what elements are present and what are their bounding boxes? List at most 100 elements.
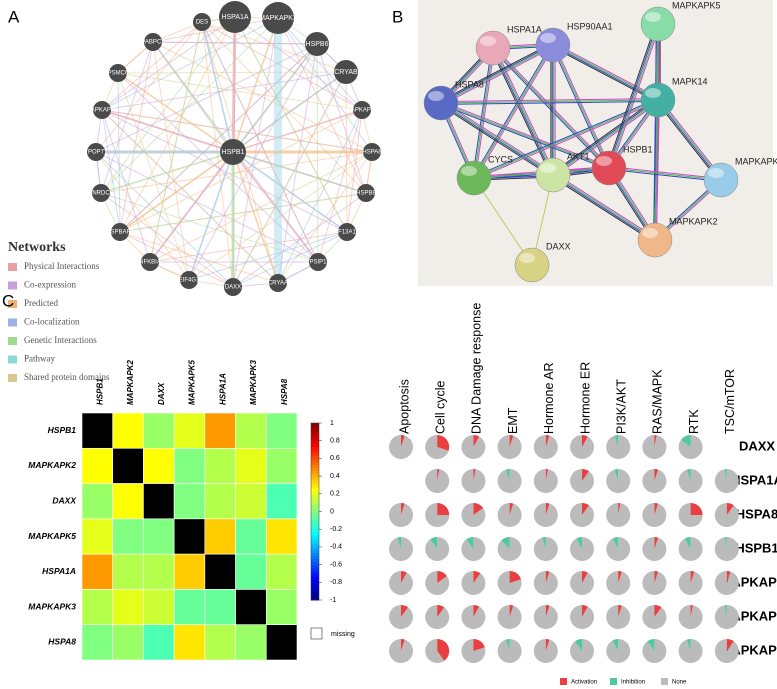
network-node — [637, 222, 673, 258]
edge — [440, 103, 553, 177]
heatmap-cell — [112, 483, 144, 520]
edge — [439, 104, 553, 178]
colorbar-segment — [311, 579, 319, 583]
heatmap-cell — [143, 412, 175, 449]
pie-slice — [726, 503, 734, 515]
edge — [440, 98, 658, 103]
heatmap-cell — [81, 518, 114, 555]
colorbar-segment — [311, 555, 319, 560]
row-label: MAPKAPK5 — [28, 531, 76, 541]
heatmap-cell — [235, 412, 267, 449]
network-node — [93, 101, 111, 119]
node-label: HSPA8 — [455, 79, 484, 89]
pie-slice — [497, 605, 522, 629]
node-label: F13A1 — [338, 230, 356, 236]
heatmap-cell — [235, 624, 267, 661]
edge — [494, 46, 556, 175]
pie-slice — [430, 537, 438, 549]
pie-slice — [686, 469, 691, 481]
edge — [152, 17, 279, 43]
network-node — [338, 223, 356, 241]
edge — [232, 17, 279, 153]
pie-slice — [497, 638, 522, 663]
edge — [493, 47, 555, 175]
edge — [201, 21, 234, 153]
pie-slice — [612, 537, 619, 549]
colorbar-segment — [311, 526, 319, 530]
node-label: PABPC1 — [141, 40, 165, 46]
pie-slice — [466, 537, 474, 549]
pie-slice — [505, 639, 510, 651]
colorbar-segment — [311, 476, 319, 480]
colorbar-tick-label: 0.8 — [330, 438, 340, 445]
pie-slice — [461, 605, 486, 629]
node-label: CRYAB — [334, 69, 358, 76]
colorbar-segment — [311, 423, 319, 427]
legend-label: Genetic Interactions — [24, 335, 97, 345]
edge — [552, 99, 658, 175]
row-label: HSPA8 — [736, 506, 777, 521]
node-label: HSPA1A — [507, 24, 542, 34]
edge — [553, 43, 659, 100]
pie-slice — [545, 605, 550, 617]
colorbar-segment — [311, 470, 319, 474]
legend-title: Networks — [8, 240, 66, 255]
edge — [101, 109, 234, 153]
colorbar-segment — [311, 455, 319, 459]
pie-slice — [654, 537, 659, 549]
heatmap-cell — [173, 483, 206, 520]
legend-label: Activation — [571, 680, 597, 686]
edge — [552, 175, 655, 242]
colorbar-segment — [311, 520, 319, 524]
network-node — [703, 162, 739, 198]
edge — [149, 21, 203, 263]
pie-slice — [574, 639, 582, 651]
node-highlight — [708, 168, 724, 178]
node-label: PSMC6 — [108, 71, 129, 77]
edge — [440, 43, 553, 103]
edge — [232, 71, 347, 288]
edge — [149, 231, 348, 263]
edge — [201, 21, 234, 288]
edge — [277, 17, 367, 194]
edge — [117, 72, 121, 233]
pie-slice — [690, 571, 695, 583]
heatmap-cell — [143, 483, 175, 520]
colorbar-segment — [311, 502, 319, 507]
pie-slice — [678, 639, 703, 663]
pie-slice — [582, 503, 590, 515]
edge — [553, 173, 656, 240]
node-highlight — [642, 228, 658, 238]
pie-slice — [533, 605, 558, 629]
edge — [441, 45, 554, 105]
pie-slice — [437, 571, 447, 583]
heatmap-cell — [143, 553, 175, 590]
edge — [100, 41, 154, 194]
legend-swatch — [8, 337, 17, 345]
pie-slice — [473, 571, 481, 583]
colorbar-segment — [311, 437, 319, 442]
edge — [346, 109, 363, 233]
network-node — [475, 30, 511, 66]
pie-slice — [678, 435, 703, 459]
pie-slice — [678, 469, 703, 493]
pie-slice — [614, 435, 619, 447]
network-node — [193, 13, 211, 31]
heatmap-cell — [173, 412, 206, 449]
node-highlight — [461, 166, 477, 176]
network-node — [334, 60, 358, 84]
network-node — [219, 1, 251, 33]
pie-slice — [618, 605, 622, 617]
pie-slice — [654, 435, 657, 447]
column-header: Hormone AR — [542, 362, 556, 434]
pie-slice — [545, 639, 550, 651]
colorbar-segment — [311, 567, 319, 571]
pie-slice — [570, 605, 595, 630]
node-label: EIF4G1 — [179, 278, 200, 284]
pie-slice — [618, 503, 621, 515]
panel-b-background — [418, 0, 773, 286]
pie-slice — [533, 503, 558, 528]
pie-slice — [425, 537, 450, 561]
pie-slice — [618, 571, 622, 583]
column-header: Cell cycle — [433, 380, 447, 434]
